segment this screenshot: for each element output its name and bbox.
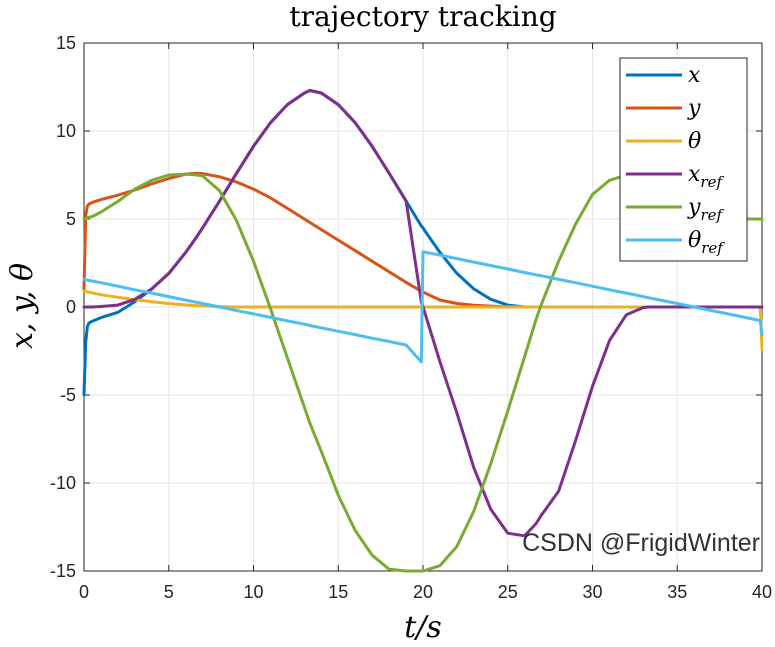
tick-labels: 0 5 10 15 20 25 30 35 40 15 10 5 0 -5 -10 -15 <box>50 33 772 602</box>
y-tick-label-1: 10 <box>56 121 76 141</box>
chart-title: trajectory tracking <box>289 0 556 33</box>
y-tick-label-6: -15 <box>50 561 76 581</box>
y-tick-label-2: 5 <box>66 209 76 229</box>
x-tick-label-8: 40 <box>752 582 772 602</box>
x-tick-label-4: 20 <box>413 582 433 602</box>
x-tick-label-2: 10 <box>243 582 263 602</box>
legend-label-3: xref <box>688 162 724 191</box>
x-tick-label-0: 0 <box>79 582 89 602</box>
watermark: CSDN @FrigidWinter <box>522 529 760 557</box>
x-tick-label-1: 5 <box>164 582 174 602</box>
x-axis-label: t/s <box>404 610 442 645</box>
legend-box <box>619 57 748 262</box>
legend-label-0: x <box>688 63 701 88</box>
x-tick-label-6: 30 <box>582 582 602 602</box>
x-tick-label-3: 15 <box>328 582 348 602</box>
legend: xyθ xref yref θref <box>619 57 748 262</box>
series-line-theta_ref <box>82 250 764 364</box>
legend-label-4: yref <box>687 195 724 224</box>
legend-label-5: θref <box>688 228 725 257</box>
legend-label-1: y <box>687 96 701 121</box>
x-tick-label-5: 25 <box>498 582 518 602</box>
x-tick-label-7: 35 <box>667 582 687 602</box>
y-tick-label-3: 0 <box>66 297 76 317</box>
y-tick-label-0: 15 <box>56 33 76 53</box>
y-tick-label-4: -5 <box>60 385 76 405</box>
legend-label-2: θ <box>688 129 701 154</box>
y-axis-label: x, y, θ <box>5 263 40 349</box>
series-line-x_ref <box>82 89 764 538</box>
y-tick-label-5: -10 <box>50 473 76 493</box>
